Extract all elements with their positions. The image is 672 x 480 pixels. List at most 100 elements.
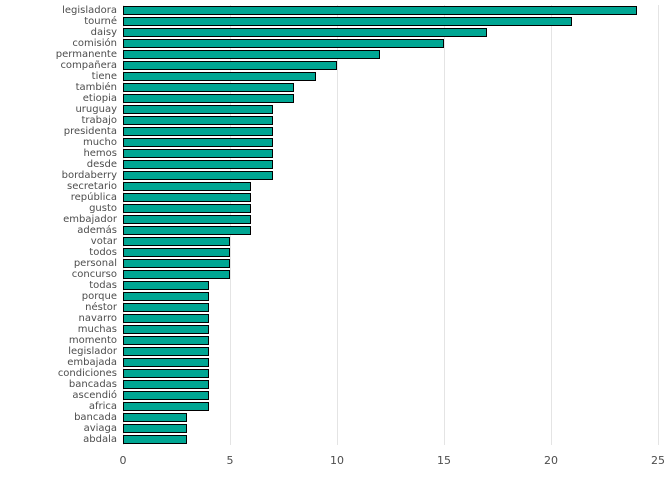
bar-track [123, 247, 658, 258]
bar-track [123, 291, 658, 302]
bar-track [123, 269, 658, 280]
bar-row: embajada [4, 357, 658, 368]
category-label: porque [81, 290, 117, 302]
bar [123, 17, 573, 26]
x-tick-label: 10 [330, 454, 344, 467]
bar-track [123, 181, 658, 192]
category-label: abdala [83, 433, 117, 445]
category-label: comisión [72, 37, 117, 49]
bar [123, 226, 252, 235]
gridline [551, 5, 552, 445]
category-label: navarro [78, 312, 117, 324]
category-label: condiciones [57, 367, 117, 379]
category-label: presidenta [63, 125, 117, 137]
bar [123, 204, 252, 213]
bar-track [123, 313, 658, 324]
bar-row: néstor [4, 302, 658, 313]
grid-layer [123, 5, 659, 445]
bar-track [123, 5, 658, 16]
bar-row: concurso [4, 269, 658, 280]
bar-track [123, 38, 658, 49]
bar-track [123, 170, 658, 181]
bar [123, 105, 273, 114]
bar [123, 116, 273, 125]
bar-row: comisión [4, 38, 658, 49]
bar [123, 149, 273, 158]
bar-row: ascendió [4, 390, 658, 401]
category-label: todos [89, 246, 117, 258]
bar-row: aviaga [4, 423, 658, 434]
bar-rows: legisladora tourné daisy comisión permanente… [4, 5, 658, 445]
bar-row: también [4, 82, 658, 93]
x-tick-label: 0 [119, 454, 127, 467]
category-label: bancadas [68, 378, 117, 390]
category-label: concurso [71, 268, 117, 280]
category-label: ascendió [72, 389, 117, 401]
bar [123, 424, 188, 433]
bar [123, 6, 637, 15]
bar-row: condiciones [4, 368, 658, 379]
bar [123, 39, 444, 48]
bar-track [123, 93, 658, 104]
bar [123, 413, 188, 422]
bar [123, 336, 209, 345]
bar [123, 50, 380, 59]
category-label: muchas [77, 323, 117, 335]
bar [123, 435, 188, 444]
bar [123, 314, 209, 323]
category-label: además [77, 224, 117, 236]
bar [123, 83, 295, 92]
bar-track [123, 368, 658, 379]
bar-row: trabajo [4, 115, 658, 126]
category-label: aviaga [83, 422, 117, 434]
bar-track [123, 335, 658, 346]
bar-row: hemos [4, 148, 658, 159]
bar-track [123, 434, 658, 445]
category-label: trabajo [81, 114, 117, 126]
category-label: néstor [85, 301, 117, 313]
bar-track [123, 390, 658, 401]
bar [123, 358, 209, 367]
bar-row: daisy [4, 27, 658, 38]
category-label: momento [68, 334, 117, 346]
category-label: uruguay [75, 103, 117, 115]
bar-row: legislador [4, 346, 658, 357]
bar [123, 138, 273, 147]
bar-row: todas [4, 280, 658, 291]
bar [123, 182, 252, 191]
bar-track [123, 203, 658, 214]
gridline [444, 5, 445, 445]
bar-row: porque [4, 291, 658, 302]
category-label: bancada [74, 411, 117, 423]
bar [123, 160, 273, 169]
bar [123, 292, 209, 301]
bar-track [123, 137, 658, 148]
bar [123, 237, 230, 246]
bar-row: permanente [4, 49, 658, 60]
bar-row: momento [4, 335, 658, 346]
bar-row: bancadas [4, 379, 658, 390]
gridline [337, 5, 338, 445]
bar-row: presidenta [4, 126, 658, 137]
category-label: legisladora [62, 4, 117, 16]
category-label: mucho [82, 136, 117, 148]
category-label: embajada [67, 356, 117, 368]
category-label: etiopia [82, 92, 117, 104]
bar [123, 193, 252, 202]
bar-track [123, 115, 658, 126]
bar-track [123, 379, 658, 390]
bar-row: africa [4, 401, 658, 412]
bar-row: etiopia [4, 93, 658, 104]
category-label: gusto [89, 202, 117, 214]
category-label: desde [86, 158, 117, 170]
category-label: africa [88, 400, 117, 412]
bar-row: mucho [4, 137, 658, 148]
gridline [123, 5, 124, 445]
bar-track [123, 214, 658, 225]
bar [123, 259, 230, 268]
bar [123, 303, 209, 312]
bar-row: bancada [4, 412, 658, 423]
bar-row: legisladora [4, 5, 658, 16]
category-label: compañera [60, 59, 117, 71]
